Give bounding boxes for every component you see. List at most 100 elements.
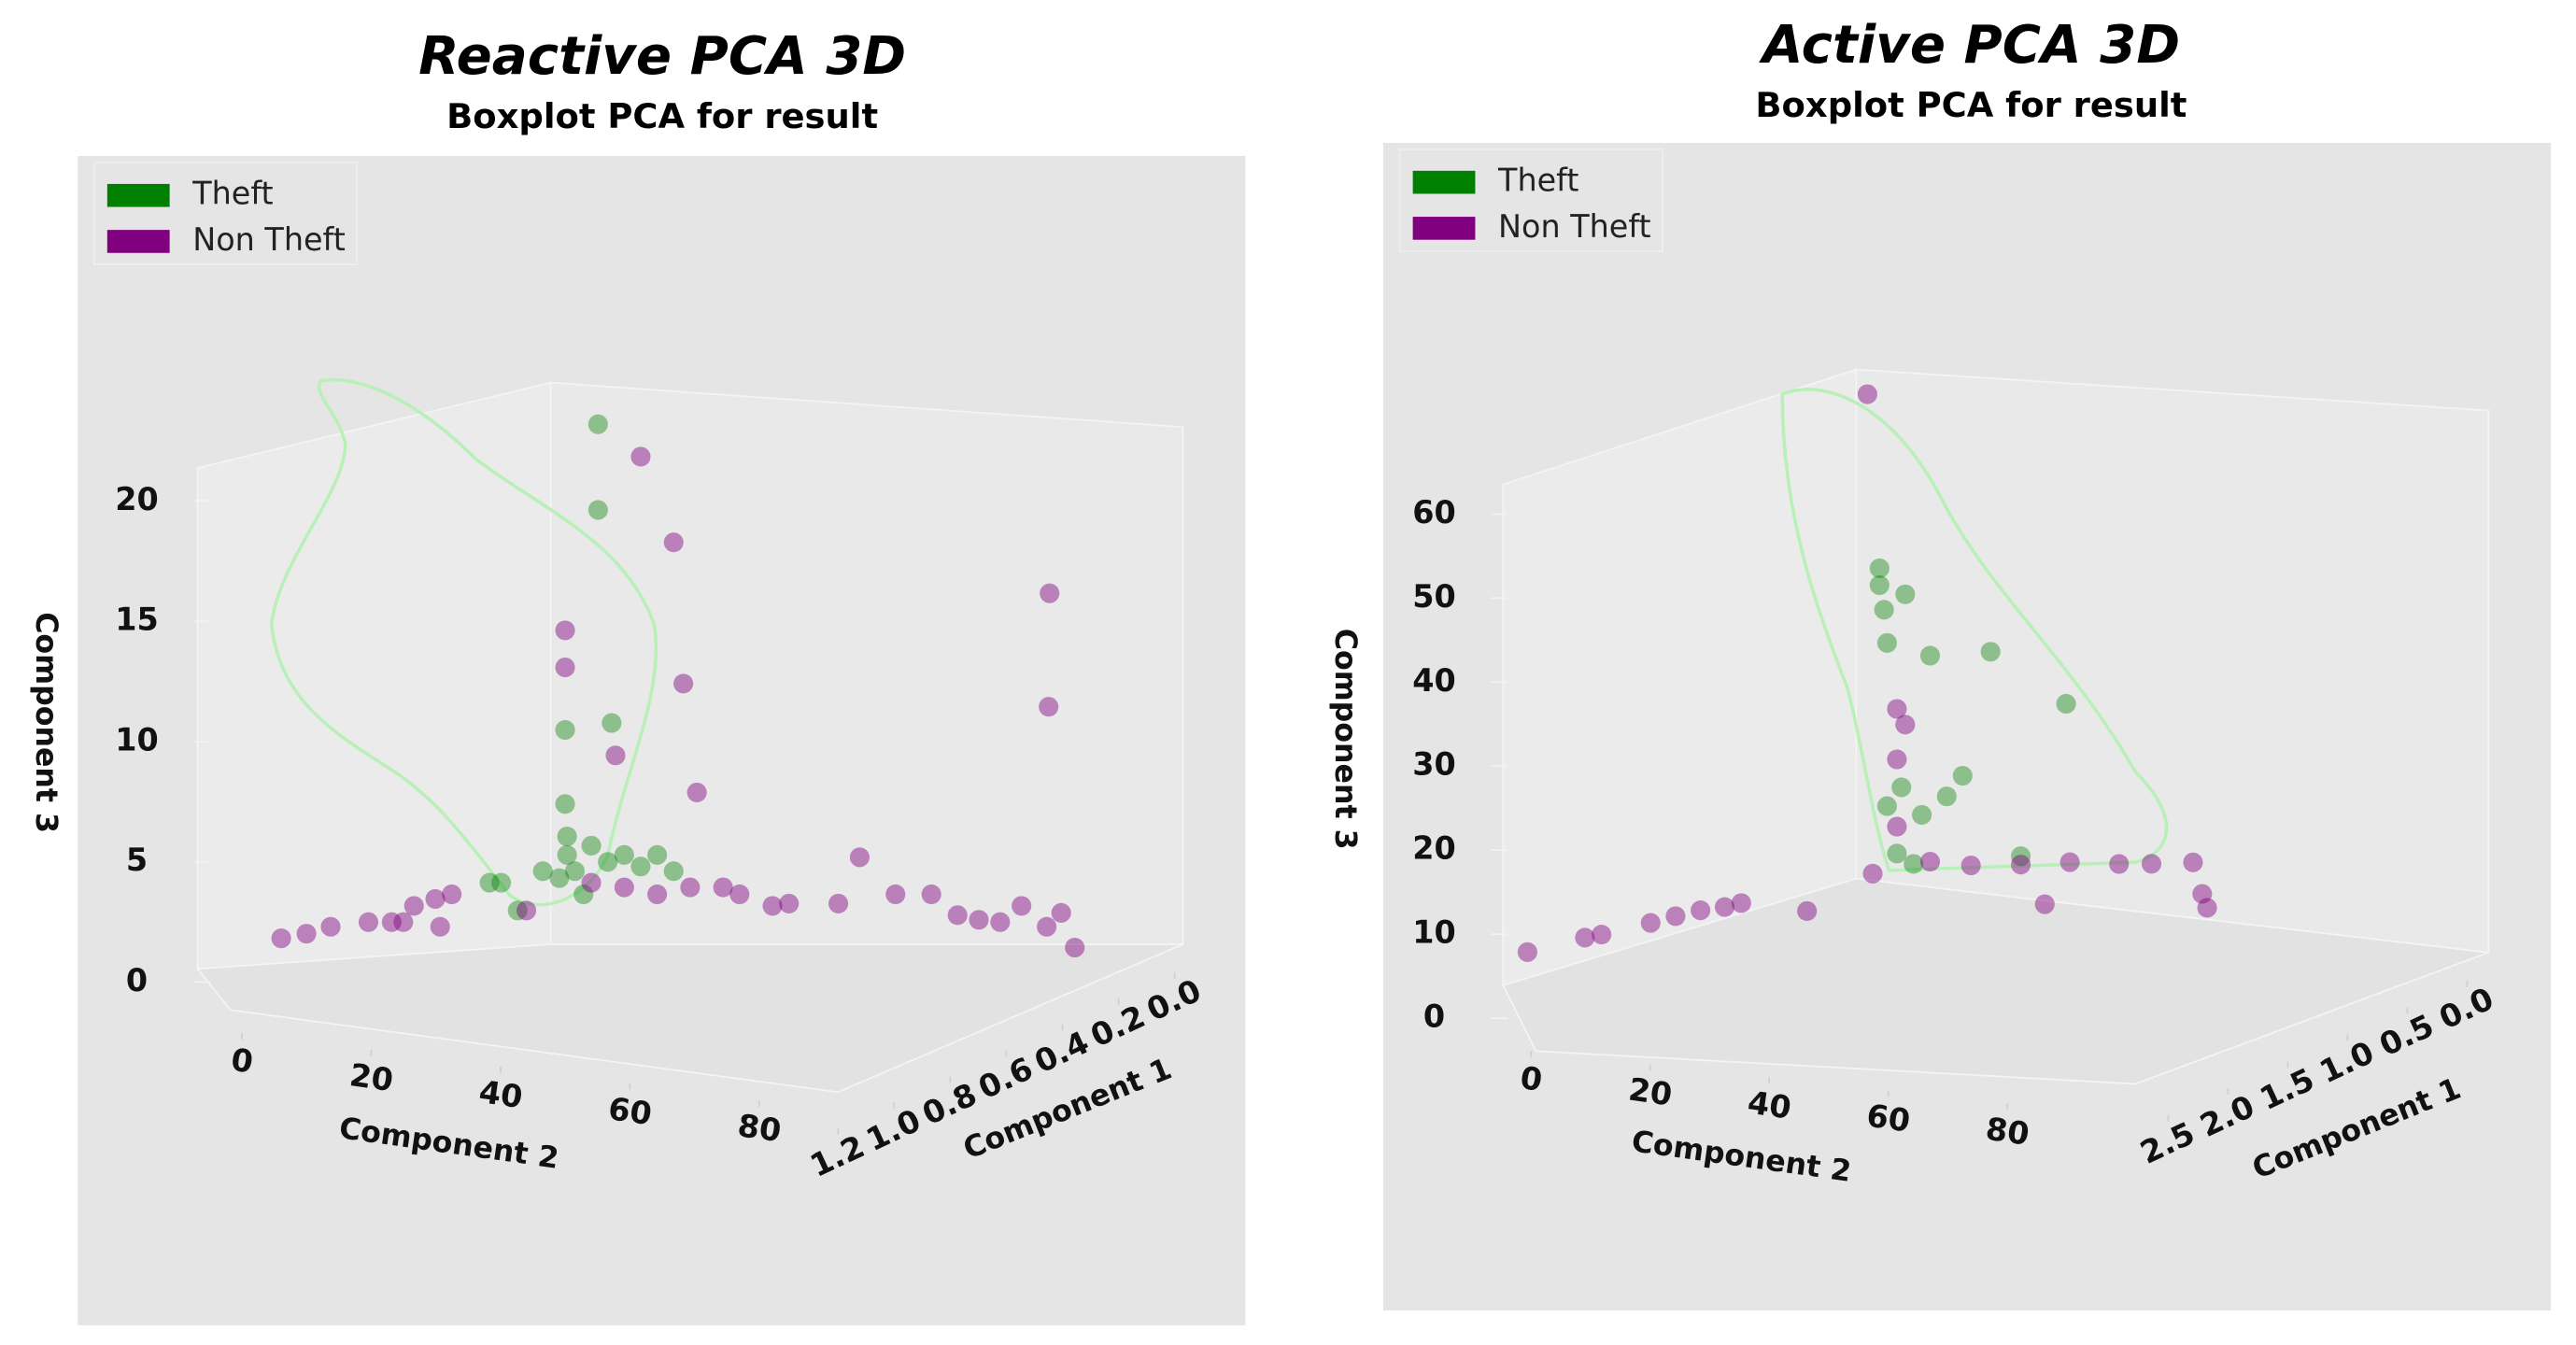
data-point [1869,574,1890,596]
data-point [2192,884,2213,904]
data-point [425,888,446,909]
data-point [1731,893,1751,913]
data-point [673,673,694,694]
data-point [564,861,585,882]
x-tick-label: 40 [476,1073,524,1115]
data-point [296,924,317,944]
z-tick-label: 30 [1412,746,1455,783]
data-point [479,872,500,893]
legend-label: Theft [191,176,273,212]
data-point [686,782,707,802]
z-tick-label: 15 [115,602,158,638]
data-point [1876,796,1897,816]
data-point [1051,902,1071,923]
data-point [2197,898,2217,918]
data-point [1912,804,1932,825]
data-point [680,877,701,898]
data-point [587,414,608,434]
chart-subtitle: Boxplot PCA for result [1755,85,2187,125]
data-point [1714,897,1735,917]
data-point [1936,786,1957,807]
data-point [598,852,618,872]
data-point [1952,765,1973,786]
data-point [2109,854,2130,874]
data-point [849,847,870,868]
legend-swatch [106,183,170,207]
data-point [1887,843,1907,864]
data-point [1691,900,1711,921]
side-pane [1855,368,2490,954]
z-tick-label: 60 [1412,494,1455,531]
x-tick-label: 80 [1984,1111,2031,1153]
data-point [1039,697,1059,717]
data-point [581,872,602,893]
data-point [2183,852,2203,872]
z-tick-label: 10 [115,721,158,757]
data-point [630,857,651,877]
data-point [517,900,537,921]
data-point [320,916,341,937]
data-point [779,893,800,913]
data-point [602,713,622,733]
legend-label: Non Theft [1498,208,1651,245]
data-point [2141,854,2162,874]
data-point [1960,855,1981,876]
data-point [442,884,462,905]
x-tick-label: 60 [1864,1097,1912,1140]
legend-swatch [106,230,170,253]
data-point [828,893,849,913]
data-point [762,896,783,916]
x-tick-label: 20 [1626,1070,1674,1112]
chart-subtitle: Boxplot PCA for result [446,96,878,136]
data-point [1904,854,1924,874]
density-contour [1780,388,2169,872]
data-point [1895,715,1916,735]
chart-title: Active PCA 3D [1759,15,2180,76]
data-point [1869,558,1890,579]
data-point [555,719,575,741]
data-point [1980,642,2001,662]
data-point [1640,913,1661,933]
data-point [549,868,570,888]
data-point [1874,600,1894,620]
data-point [532,861,553,882]
data-point [491,872,512,893]
data-point [1517,942,1537,962]
z-tick-label: 5 [126,842,148,878]
z-tick-label: 40 [1412,662,1455,699]
data-point [1891,777,1912,798]
data-point [1037,916,1057,937]
data-point [647,884,668,905]
legend-swatch [1412,217,1476,240]
data-point [1797,900,1818,921]
legend-label: Theft [1497,163,1578,199]
data-point [1665,906,1686,927]
data-point [555,620,575,641]
left-panel [78,156,1246,1325]
density-contour [269,377,658,907]
data-point [1012,896,1032,916]
data-point [2011,846,2031,867]
data-point [555,657,575,678]
data-point [663,861,684,882]
data-point [647,844,668,865]
axis-title: Component 3 [29,612,63,833]
data-point [969,910,989,930]
data-point [1887,816,1907,837]
z-tick-label: 50 [1412,578,1455,615]
data-point [1919,851,1941,872]
data-point [605,745,626,766]
chart-title: Reactive PCA 3D [418,26,906,87]
data-point [1857,384,1877,404]
legend-label: Non Theft [192,221,346,258]
axis-title: Component 3 [1328,629,1362,850]
data-point [271,928,291,949]
z-tick-label: 20 [115,481,158,517]
data-point [2056,693,2076,715]
x-tick-label: 20 [347,1056,395,1098]
data-point [1919,645,1941,666]
data-point [430,916,450,937]
x-tick-label: 40 [1746,1084,1793,1126]
z-tick-label: 20 [1412,830,1455,867]
